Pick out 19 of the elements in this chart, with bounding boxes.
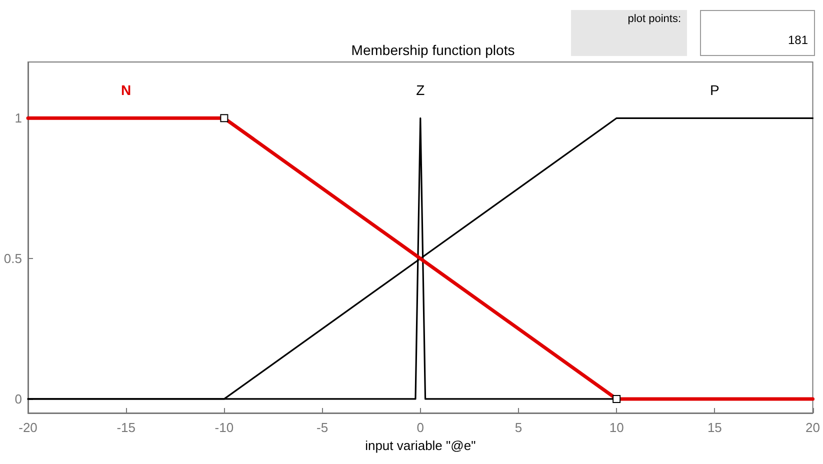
x-tick-label: -20 <box>18 420 38 435</box>
x-axis-title: input variable "@e" <box>365 438 476 453</box>
x-tick-label: -10 <box>214 420 234 435</box>
y-tick-label: 0.5 <box>4 251 22 266</box>
x-tick-label: -5 <box>316 420 328 435</box>
x-tick-label: 15 <box>707 420 722 435</box>
x-tick-label: -15 <box>116 420 136 435</box>
label-panel: plot points: <box>571 10 687 56</box>
x-tick-label: 10 <box>609 420 624 435</box>
series-label: N <box>121 82 132 98</box>
y-tick-label: 0 <box>14 391 22 406</box>
series-label: P <box>710 82 720 98</box>
x-tick-label: 20 <box>806 420 820 435</box>
x-tick-label: 5 <box>514 420 522 435</box>
text-field: 181 <box>700 10 815 56</box>
x-tick-label: 0 <box>416 420 424 435</box>
chart-title: Membership function plots <box>351 42 515 58</box>
y-tick-label: 1 <box>14 110 22 126</box>
series-label: Z <box>416 82 426 98</box>
